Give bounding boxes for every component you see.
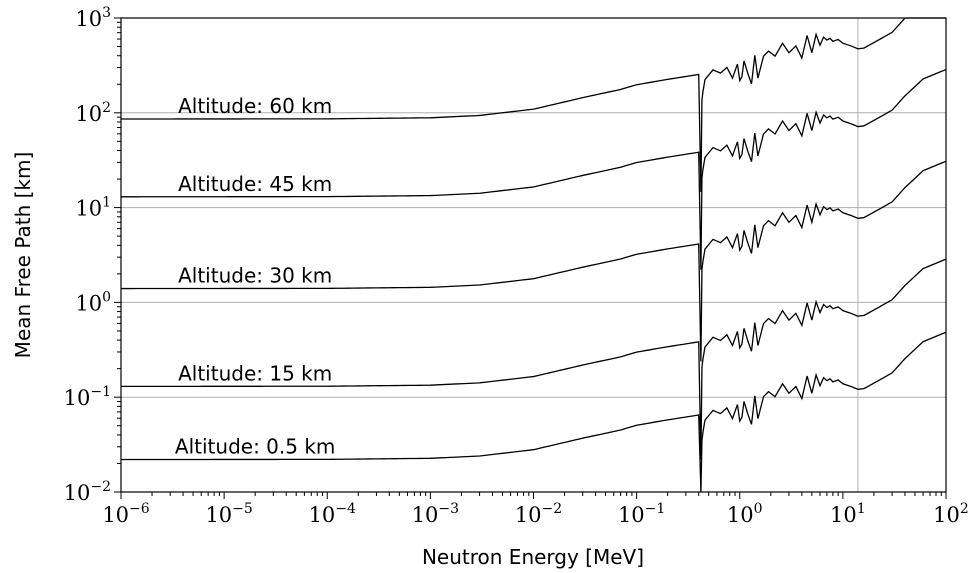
series-label: Altitude: 0.5 km bbox=[175, 435, 335, 459]
y-axis-title: Mean Free Path [km] bbox=[11, 152, 35, 359]
x-tick-label: 100 bbox=[727, 501, 763, 527]
series-label: Altitude: 60 km bbox=[178, 94, 332, 118]
y-tick-label: 10−2 bbox=[64, 479, 111, 505]
x-tick-label: 10−3 bbox=[412, 501, 459, 527]
series-label: Altitude: 30 km bbox=[178, 264, 332, 288]
y-tick-label: 10−1 bbox=[64, 384, 111, 410]
series-line bbox=[121, 17, 946, 192]
series-annotations: Altitude: 60 km Altitude: 45 km Altitude: … bbox=[175, 94, 335, 459]
y-tick-label: 102 bbox=[75, 100, 111, 126]
series-line bbox=[120, 258, 947, 460]
series-label: Altitude: 15 km bbox=[178, 361, 332, 385]
x-tick-label: 10−4 bbox=[309, 501, 356, 527]
x-tick-label: 102 bbox=[933, 501, 969, 527]
series-line bbox=[120, 68, 947, 270]
plot-area-frame bbox=[120, 17, 947, 493]
series-line bbox=[120, 160, 947, 362]
axis-ticks: 10−6 10−5 10−4 10−3 10−2 10−1 100 101 102 10−2 10−… bbox=[64, 5, 969, 527]
x-tick-label: 10−2 bbox=[515, 501, 562, 527]
x-axis-title: Neutron Energy [MeV] bbox=[422, 545, 644, 569]
x-tick-label: 101 bbox=[830, 501, 866, 527]
series-line bbox=[120, 331, 947, 493]
x-tick-label: 10−5 bbox=[205, 501, 252, 527]
y-tick-label: 101 bbox=[75, 195, 111, 221]
y-tick-label: 103 bbox=[75, 5, 111, 31]
x-tick-label: 10−6 bbox=[102, 501, 149, 527]
series-label: Altitude: 45 km bbox=[178, 172, 332, 196]
y-tick-label: 100 bbox=[75, 289, 111, 315]
x-tick-label: 10−1 bbox=[618, 501, 665, 527]
series-lines bbox=[120, 17, 947, 493]
grid-lines bbox=[121, 18, 946, 492]
